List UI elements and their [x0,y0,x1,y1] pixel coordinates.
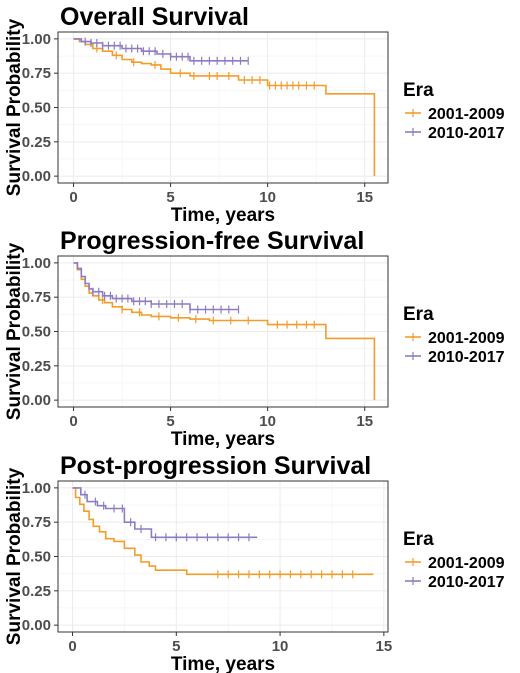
grid [58,256,388,407]
series-2010-2017 [73,262,240,314]
series-2001-2009 [73,262,376,401]
y-axis-title: Survival Probability [4,467,25,645]
x-tick-label: 10 [272,638,289,655]
y-tick-label: 0.75 [22,514,51,531]
y-tick-label: 1.00 [22,31,51,48]
x-tick-label: 10 [259,413,276,430]
legend-title: Era [403,80,434,101]
y-axis-title: Survival Probability [4,18,25,196]
panel-title: Overall Survival [60,3,249,31]
y-tick-label: 0.25 [22,583,51,600]
panel-1: Overall Survival 0 5 10 15 0.00 0.25 0.50 0.75 1.… [4,3,505,226]
y-tick-label: 0.25 [22,134,51,151]
panel-title: Progression-free Survival [60,227,364,255]
x-axis-title: Time, years [171,205,275,226]
legend-label: 2010-2017 [428,574,505,591]
x-tick-label: 0 [69,189,77,206]
series-2001-2009 [72,487,374,579]
x-tick-label: 10 [259,189,276,206]
x-axis-title: Time, years [171,429,275,450]
y-tick-label: 0.75 [22,289,51,306]
x-tick-label: 5 [166,189,174,206]
legend-label: 2001-2009 [428,330,505,347]
x-tick-label: 5 [166,413,174,430]
y-tick-label: 0.50 [22,100,51,117]
y-axis-title: Survival Probability [4,242,25,420]
km-curve [73,38,376,177]
y-tick-label: 0.25 [22,358,51,375]
km-curve [72,487,258,539]
x-tick-label: 15 [356,413,373,430]
legend: Era 2001-2009 2010-2017 [403,304,505,366]
y-tick-label: 0.50 [22,324,51,341]
y-tick-label: 1.00 [22,480,51,497]
x-tick-label: 15 [356,189,373,206]
y-tick-label: 1.00 [22,255,51,272]
panel-3: Post-progression Survival 0 5 10 15 0.00 0.25 0… [4,452,505,673]
legend: Era 2001-2009 2010-2017 [403,80,505,142]
legend-title: Era [403,304,434,325]
y-tick-label: 0.00 [22,168,51,185]
legend-label: 2001-2009 [428,106,505,123]
panel-title: Post-progression Survival [60,452,371,480]
legend-title: Era [403,529,434,550]
y-tick-label: 0.00 [22,617,51,634]
y-tick-label: 0.75 [22,65,51,82]
y-tick-label: 0.50 [22,549,51,566]
y-tick-label: 0.00 [22,392,51,409]
panel-2: Progression-free Survival 0 5 10 15 0.00 0.25 0… [4,227,505,450]
km-curve [72,487,374,576]
legend: Era 2001-2009 2010-2017 [403,529,505,591]
plot-border [57,480,389,633]
x-tick-label: 5 [172,638,180,655]
x-tick-label: 0 [68,638,76,655]
plot-border [57,255,389,408]
x-tick-label: 0 [69,413,77,430]
series-2010-2017 [73,37,249,65]
x-tick-label: 15 [376,638,393,655]
series-2010-2017 [72,487,258,542]
series-2001-2009 [73,38,376,177]
legend-label: 2001-2009 [428,555,505,572]
legend-label: 2010-2017 [428,349,505,366]
legend-label: 2010-2017 [428,125,505,142]
plot-border [57,31,389,184]
x-axis-title: Time, years [171,654,275,673]
